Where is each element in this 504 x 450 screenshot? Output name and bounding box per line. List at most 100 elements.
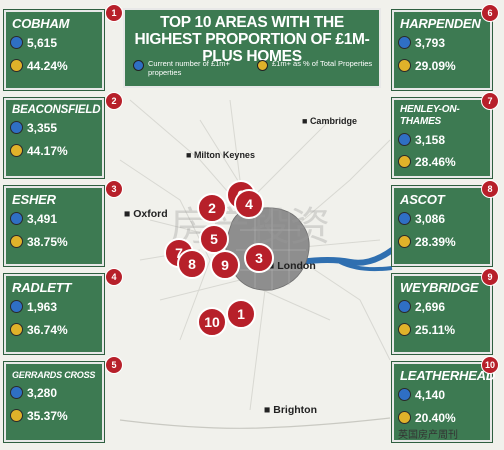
gold-dot-icon (10, 409, 23, 422)
area-count: 3,793 (415, 35, 446, 50)
city-label-cambridge: ■ Cambridge (302, 116, 357, 126)
share-row: 35.37% (10, 406, 98, 425)
city-label-oxford: ■ Oxford (124, 208, 168, 220)
area-count: 5,615 (27, 35, 58, 50)
count-row: 3,491 (10, 209, 98, 228)
city-name: London (277, 260, 316, 272)
gold-dot-icon (257, 60, 268, 71)
share-row: 28.46% (398, 152, 486, 171)
gold-dot-icon (10, 235, 23, 248)
blue-dot-icon (133, 60, 144, 71)
share-row: 29.09% (398, 56, 486, 75)
blue-dot-icon (398, 36, 411, 49)
rank-badge-10: 10 (481, 356, 499, 374)
rank-badge-1: 1 (105, 4, 123, 22)
area-name: COBHAM (12, 16, 70, 31)
area-share: 36.74% (27, 322, 68, 337)
area-name: HENLEY-ON-THAMES (400, 104, 460, 127)
gold-dot-icon (398, 155, 411, 168)
source-credit: 英国房产周刊 (398, 430, 458, 441)
share-row: 28.39% (398, 232, 486, 251)
blue-dot-icon (10, 121, 23, 134)
thames-estuary-south (339, 260, 393, 272)
area-share: 25.11% (415, 322, 456, 337)
city-name: Oxford (133, 208, 168, 220)
area-count: 4,140 (415, 387, 446, 402)
area-share: 28.39% (415, 234, 456, 249)
gold-dot-icon (398, 411, 411, 424)
area-share: 29.09% (415, 58, 456, 73)
count-row: 3,158 (398, 130, 486, 149)
blue-dot-icon (10, 212, 23, 225)
area-card-leatherhead: LEATHERHEAD 4,140 20.40% (392, 362, 495, 442)
area-share: 35.37% (27, 408, 68, 423)
area-count: 2,696 (415, 299, 446, 314)
area-card-gerrards-cross: GERRARDS CROSS 3,280 35.37% (4, 362, 104, 442)
count-row: 4,140 (398, 385, 486, 404)
city-name: Milton Keynes (193, 150, 255, 160)
area-count: 3,280 (27, 385, 58, 400)
area-card-esher: ESHER 3,491 38.75% (4, 186, 104, 266)
area-share: 20.40% (415, 410, 456, 425)
area-name: ESHER (12, 192, 56, 207)
legend-share-label: £1m+ as % of Total Properties (272, 59, 373, 68)
area-count: 3,491 (27, 211, 58, 226)
blue-dot-icon (398, 133, 411, 146)
map-title: TOP 10 AREAS WITH THE HIGHEST PROPORTION… (134, 14, 370, 65)
share-row: 44.17% (10, 141, 98, 160)
city-label-london: ■ London (268, 260, 316, 272)
area-count: 3,355 (27, 120, 58, 135)
title-panel: TOP 10 AREAS WITH THE HIGHEST PROPORTION… (123, 8, 381, 88)
rank-badge-8: 8 (481, 180, 499, 198)
rank-badge-9: 9 (481, 268, 499, 286)
city-label-milton-keynes: ■ Milton Keynes (186, 150, 255, 160)
area-count: 3,086 (415, 211, 446, 226)
rank-badge-5: 5 (105, 356, 123, 374)
legend-share: £1m+ as % of Total Properties (257, 59, 375, 71)
blue-dot-icon (398, 300, 411, 313)
area-share: 44.17% (27, 143, 68, 158)
count-row: 3,793 (398, 33, 486, 52)
count-row: 5,615 (10, 33, 98, 52)
area-count: 1,963 (27, 299, 58, 314)
legend-count-label: Current number of £1m+ properties (148, 59, 230, 77)
area-share: 38.75% (27, 234, 68, 249)
map-pin-8: 8 (177, 249, 207, 279)
area-card-weybridge: WEYBRIDGE 2,696 25.11% (392, 274, 492, 354)
area-card-ascot: ASCOT 3,086 28.39% (392, 186, 492, 266)
gold-dot-icon (398, 235, 411, 248)
count-row: 2,696 (398, 297, 486, 316)
area-card-beaconsfield: BEACONSFIELD 3,355 44.17% (4, 98, 104, 178)
map-pin-1: 1 (226, 299, 256, 329)
rank-badge-4: 4 (105, 268, 123, 286)
area-share: 28.46% (415, 154, 456, 169)
rank-badge-6: 6 (481, 4, 499, 22)
city-name: Cambridge (309, 116, 357, 126)
gold-dot-icon (398, 323, 411, 336)
area-card-harpenden: HARPENDEN 3,793 29.09% (392, 10, 492, 90)
area-name: RADLETT (12, 280, 72, 295)
area-name: BEACONSFIELD (12, 104, 101, 116)
blue-dot-icon (398, 388, 411, 401)
city-name: Brighton (273, 404, 318, 416)
share-row: 44.24% (10, 56, 98, 75)
count-row: 3,355 (10, 118, 98, 137)
map-pin-9: 9 (210, 250, 240, 280)
blue-dot-icon (10, 36, 23, 49)
thames-estuary (297, 247, 395, 266)
rank-badge-7: 7 (481, 92, 499, 110)
area-card-henley-on-thames: HENLEY-ON-THAMES 3,158 28.46% (392, 98, 492, 178)
blue-dot-icon (10, 386, 23, 399)
gold-dot-icon (398, 59, 411, 72)
rank-badge-3: 3 (105, 180, 123, 198)
area-card-radlett: RADLETT 1,963 36.74% (4, 274, 104, 354)
blue-dot-icon (10, 300, 23, 313)
count-row: 1,963 (10, 297, 98, 316)
area-name: GERRARDS CROSS (12, 370, 96, 380)
share-row: 36.74% (10, 320, 98, 339)
area-count: 3,158 (415, 132, 446, 147)
share-row: 38.75% (10, 232, 98, 251)
area-name: HARPENDEN (400, 16, 481, 31)
share-row: 20.40% (398, 408, 486, 427)
city-label-brighton: ■ Brighton (264, 404, 318, 416)
